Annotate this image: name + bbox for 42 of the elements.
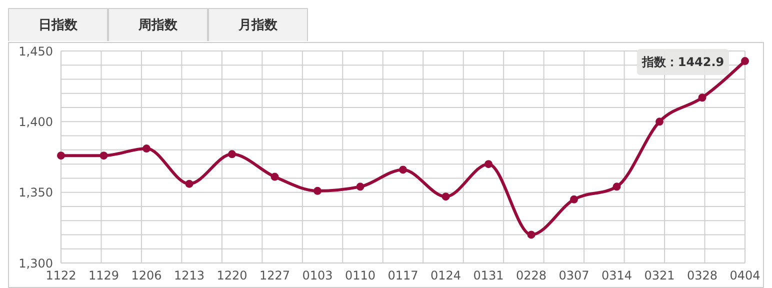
x-tick-label: 0103 [302,268,333,283]
point [57,152,65,160]
x-tick-label: 0117 [388,268,418,283]
x-tick-label: 1227 [259,268,290,283]
point [527,230,536,239]
point [228,150,236,158]
x-tick-label: 0328 [686,268,718,283]
x-tick-label: 0110 [344,268,376,283]
point [356,182,364,191]
x-tick-label: 1213 [174,268,205,283]
y-tick-label: 1,350 [18,186,53,200]
x-tick-label: 0404 [730,268,760,283]
y-tick-label: 1,450 [18,44,53,58]
x-tick-label: 0124 [430,268,462,283]
point [314,186,322,195]
text: 月指数 [208,8,308,41]
point [185,180,194,188]
x-tick-label: 0321 [644,268,675,283]
text: 周指数 [108,8,208,41]
point [142,144,150,153]
x-tick-label: 0307 [558,268,590,283]
point [399,166,407,174]
y-tick-label: 1,300 [18,256,53,270]
point [100,152,108,160]
point [570,195,578,204]
annotation: 指数：1442.9 [640,55,724,70]
point [612,182,621,191]
text: 日指数 [8,8,108,41]
x-tick-label: 0228 [516,268,547,283]
point [656,118,664,126]
x-tick-label: 0314 [601,268,632,283]
point [442,192,450,201]
point [741,57,749,66]
point [484,160,492,168]
x-tick-label: 1206 [131,268,162,283]
point [270,172,279,181]
point [698,94,706,102]
x-tick-label: 1122 [46,268,76,283]
x-tick-label: 1220 [216,268,248,283]
x-tick-label: 0131 [473,268,504,283]
x-tick-label: 1129 [88,268,120,283]
y-tick-label: 1,400 [18,114,53,129]
